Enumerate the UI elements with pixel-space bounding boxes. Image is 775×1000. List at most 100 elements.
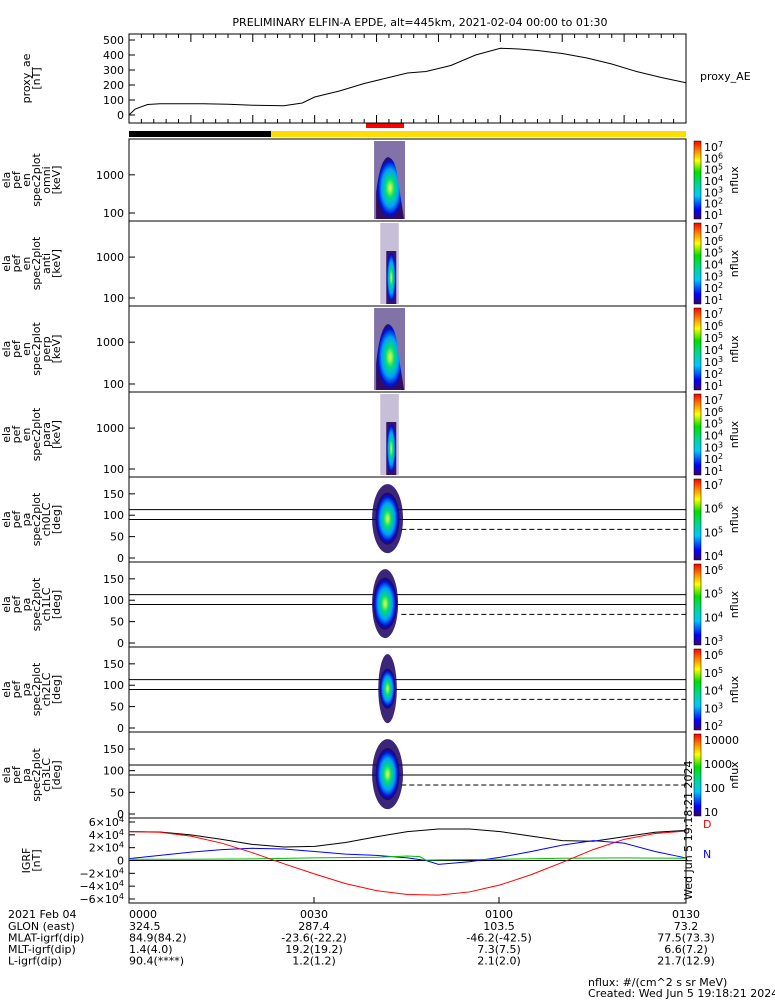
igrf-series-line xyxy=(129,855,687,861)
colorbar-tick-label: 104 xyxy=(704,174,723,188)
colorbar-tick-label: 103 xyxy=(704,634,723,648)
colorbar-tick-label: 103 xyxy=(704,440,723,454)
y-axis-label: spec2plot xyxy=(30,236,43,290)
y-axis-label: ela xyxy=(0,681,13,698)
y-tick-label: 1000 xyxy=(96,336,124,349)
ephemeris-value: 103.5 xyxy=(483,920,515,933)
colorbar-label: nflux xyxy=(728,761,741,789)
colorbar-tick-label: 107 xyxy=(704,307,723,321)
panel-frame xyxy=(128,138,687,222)
ephemeris-value: -46.2(-42.5) xyxy=(466,932,532,945)
x-tick-label: 0030 xyxy=(300,908,328,921)
colorbar xyxy=(693,393,702,476)
y-axis-label: ch0LC xyxy=(40,502,53,536)
y-axis-label: [nT] xyxy=(30,67,43,89)
ephemeris-value: 6.6(7.2) xyxy=(664,943,708,956)
energy-spectrum-core xyxy=(376,324,405,390)
colorbar xyxy=(693,140,702,220)
y-axis-label: pef xyxy=(10,170,23,189)
y-tick-label: 150 xyxy=(103,488,124,501)
colorbar-tick-label: 102 xyxy=(704,719,723,733)
y-tick-label: 0 xyxy=(117,552,124,565)
proxy-ae-line xyxy=(128,47,687,116)
y-axis-label: spec2plot xyxy=(30,407,43,461)
colorbar xyxy=(693,307,702,391)
colorbar-tick-label: 104 xyxy=(704,549,723,563)
colorbar-tick-label: 102 xyxy=(704,197,723,211)
y-tick-label: 200 xyxy=(103,79,124,92)
colorbar-tick-label: 103 xyxy=(704,185,723,199)
colorbar-tick-label: 10000 xyxy=(704,734,739,747)
colorbar xyxy=(693,478,702,561)
y-axis-label: spec2plot xyxy=(30,492,43,546)
x-tick-label: 0100 xyxy=(485,908,513,921)
energy-spectrum-core xyxy=(376,157,405,219)
y-tick-label: 0 xyxy=(117,855,124,868)
y-tick-label: 100 xyxy=(103,463,124,476)
y-axis-label: ch2LC xyxy=(40,672,53,706)
y-axis-label: pef xyxy=(10,425,23,444)
colorbar-tick-label: 106 xyxy=(704,405,723,419)
y-axis-label: omni xyxy=(40,166,53,193)
y-tick-label: 1000 xyxy=(96,251,124,264)
science-zone-bar xyxy=(366,123,404,128)
y-axis-label: IGRF xyxy=(20,848,33,874)
colorbar-tick-label: 105 xyxy=(704,525,723,539)
colorbar-tick-label: 104 xyxy=(704,258,723,272)
ephemeris-value: 19.2(19.2) xyxy=(285,943,343,956)
y-axis-label: ela xyxy=(0,341,13,358)
y-axis-label: en xyxy=(20,428,33,442)
ephemeris-value: 84.9(84.2) xyxy=(129,932,187,945)
y-axis-label: pef xyxy=(10,339,23,358)
pa-spectrum-core xyxy=(379,668,396,709)
colorbar-tick-label: 106 xyxy=(704,319,723,333)
colorbar-tick-label: 106 xyxy=(704,648,723,662)
y-axis-label: [keV] xyxy=(50,335,63,364)
colorbar-tick-label: 100 xyxy=(704,782,725,795)
colorbar-tick-label: 101 xyxy=(704,208,723,222)
colorbar-tick-label: 107 xyxy=(704,393,723,407)
panel-frame xyxy=(128,33,687,124)
y-axis-label: spec2plot xyxy=(30,322,43,376)
ephemeris-value: 90.4(****) xyxy=(129,955,184,968)
colorbar-label: nflux xyxy=(728,335,741,363)
y-axis-label: [keV] xyxy=(50,166,63,195)
y-tick-label: 0 xyxy=(117,722,124,735)
y-axis-label: proxy_ae xyxy=(20,53,33,103)
y-axis-label: en xyxy=(20,257,33,271)
y-axis-label: para xyxy=(40,422,53,447)
ephemeris-value: 7.3(7.5) xyxy=(477,943,521,956)
colorbar-tick-label: 105 xyxy=(704,163,723,177)
y-tick-label: 0 xyxy=(117,637,124,650)
y-tick-label: 300 xyxy=(103,64,124,77)
y-tick-label: 50 xyxy=(110,531,124,544)
series-label-proxy-ae: proxy_AE xyxy=(700,70,751,83)
y-tick-label: −6×104 xyxy=(79,892,124,906)
colorbar-tick-label: 101 xyxy=(704,464,723,478)
figure-title: PRELIMINARY ELFIN-A EPDE, alt=445km, 202… xyxy=(232,16,607,29)
y-tick-label: 400 xyxy=(103,49,124,62)
y-axis-label: ch3LC xyxy=(40,758,53,792)
y-tick-label: 1000 xyxy=(96,422,124,435)
ephemeris-value: 77.5(73.3) xyxy=(657,932,715,945)
ephemeris-value: 287.4 xyxy=(298,920,330,933)
ephemeris-value: 1.4(4.0) xyxy=(129,943,173,956)
colorbar-tick-label: 107 xyxy=(704,222,723,236)
y-axis-label: pef xyxy=(10,254,23,273)
y-axis-label: ela xyxy=(0,172,13,189)
y-tick-label: 100 xyxy=(103,207,124,220)
y-axis-label: pef xyxy=(10,510,23,529)
x-tick-label: 0000 xyxy=(129,908,157,921)
y-axis-label: [nT] xyxy=(30,849,43,871)
y-tick-label: 50 xyxy=(110,786,124,799)
y-axis-label: en xyxy=(20,342,33,356)
colorbar-label: nflux xyxy=(728,420,741,448)
eclipse-bar xyxy=(129,131,271,137)
sunlight-bar xyxy=(271,131,686,137)
colorbar xyxy=(693,222,702,305)
